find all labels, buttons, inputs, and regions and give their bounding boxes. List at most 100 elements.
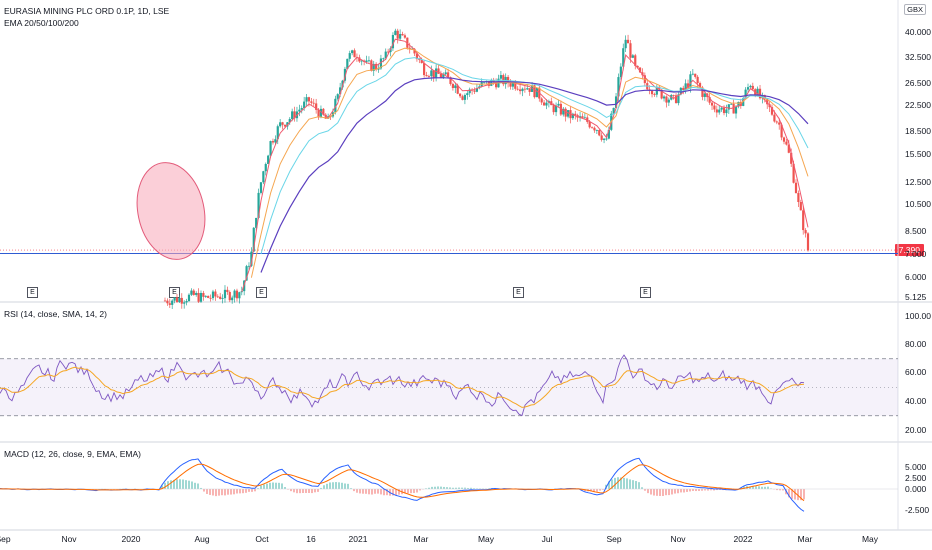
- macd-histogram-bar: [305, 489, 307, 493]
- price-tick-label: 15.500: [905, 149, 931, 159]
- candle-body: [367, 60, 371, 62]
- macd-histogram-bar: [164, 482, 166, 489]
- candle-body: [806, 233, 810, 251]
- candle-body: [782, 137, 786, 142]
- earnings-mark[interactable]: E: [513, 287, 524, 298]
- rsi-tick-label: 40.00: [905, 396, 927, 406]
- macd-histogram-bar: [176, 479, 178, 489]
- time-tick-label: Sep: [0, 534, 11, 544]
- macd-histogram-bar: [608, 481, 610, 489]
- rsi-tick-label: 60.00: [905, 367, 927, 377]
- candle-body: [454, 85, 457, 89]
- candle-body: [499, 75, 502, 79]
- macd-histogram-bar: [653, 489, 655, 496]
- macd-histogram-bar: [323, 485, 325, 489]
- time-tick-label: 2021: [349, 534, 368, 544]
- currency-badge[interactable]: GBX: [904, 4, 926, 15]
- candle-body: [619, 66, 622, 78]
- macd-histogram-bar: [461, 487, 463, 489]
- macd-histogram-bar: [644, 489, 646, 491]
- time-tick-label: May: [862, 534, 879, 544]
- candle-body: [451, 83, 455, 89]
- macd-histogram-bar: [467, 487, 469, 489]
- candle-body: [468, 89, 471, 94]
- candle-body: [794, 182, 798, 194]
- macd-histogram-bar: [473, 488, 475, 489]
- candle-body: [629, 43, 632, 58]
- candle-body: [204, 295, 207, 297]
- candle-body: [518, 89, 522, 92]
- macd-histogram-bar: [689, 489, 691, 492]
- macd-histogram-bar: [698, 489, 700, 491]
- macd-histogram-bar: [695, 489, 697, 492]
- candle-body: [554, 105, 558, 113]
- candle-body: [588, 121, 591, 128]
- candle-body: [293, 111, 296, 119]
- macd-histogram-bar: [449, 487, 451, 489]
- candle-body: [351, 50, 354, 54]
- macd-histogram-bar: [719, 489, 721, 490]
- macd-histogram-bar: [293, 489, 295, 493]
- earnings-mark[interactable]: E: [27, 287, 38, 298]
- candle-body: [509, 83, 512, 87]
- candle-body: [523, 88, 526, 90]
- candle-body: [235, 290, 239, 299]
- macd-histogram-bar: [470, 487, 472, 489]
- candle-body: [319, 108, 323, 118]
- macd-histogram-bar: [272, 482, 274, 489]
- candle-body: [375, 63, 378, 70]
- candle-body: [571, 113, 574, 119]
- candle-body: [276, 126, 279, 140]
- candle-body: [384, 51, 387, 59]
- candle-body: [444, 72, 447, 75]
- candle-body: [804, 230, 807, 234]
- candle-body: [718, 109, 721, 113]
- candle-body: [360, 60, 363, 62]
- macd-histogram-bar: [755, 486, 757, 489]
- macd-tick-label: 0.000: [905, 484, 927, 494]
- macd-histogram-bar: [593, 489, 595, 492]
- candle-body: [435, 68, 438, 78]
- ema50-line: [250, 47, 809, 278]
- candle-body: [286, 122, 289, 127]
- candle-body: [682, 87, 685, 91]
- candle-body: [506, 76, 510, 84]
- macd-histogram-bar: [278, 482, 280, 489]
- candle-body: [219, 296, 222, 299]
- candle-body: [758, 88, 762, 99]
- macd-histogram-bar: [368, 489, 370, 495]
- candle-body: [490, 80, 493, 86]
- macd-histogram-bar: [221, 489, 223, 496]
- candle-body: [437, 68, 440, 74]
- earnings-mark[interactable]: E: [256, 287, 267, 298]
- macd-histogram-bar: [197, 483, 199, 489]
- macd-histogram-bar: [374, 489, 376, 494]
- candle-body: [370, 60, 373, 71]
- candle-body: [562, 108, 565, 115]
- macd-histogram-bar: [320, 487, 322, 489]
- macd-histogram-bar: [299, 489, 301, 494]
- candle-body: [766, 98, 769, 105]
- candle-body: [382, 58, 385, 60]
- macd-signal-line: [0, 463, 805, 502]
- macd-histogram-bar: [659, 489, 661, 496]
- candle-body: [447, 72, 450, 78]
- macd-histogram-bar: [641, 487, 643, 489]
- macd-histogram-bar: [335, 482, 337, 489]
- candle-body: [614, 96, 618, 108]
- candle-body: [689, 74, 692, 88]
- candle-body: [233, 290, 236, 298]
- macd-histogram-bar: [212, 489, 214, 496]
- candle-body: [183, 302, 186, 304]
- macd-histogram-bar: [326, 483, 328, 489]
- earnings-mark[interactable]: E: [640, 287, 651, 298]
- macd-histogram-bar: [260, 485, 262, 489]
- price-tick-label: 7.000: [905, 249, 927, 259]
- candle-body: [423, 63, 426, 76]
- candle-body: [542, 102, 546, 106]
- macd-histogram-bar: [203, 489, 205, 492]
- candle-body: [442, 74, 445, 78]
- candle-body: [775, 121, 778, 123]
- macd-histogram-bar: [764, 486, 766, 489]
